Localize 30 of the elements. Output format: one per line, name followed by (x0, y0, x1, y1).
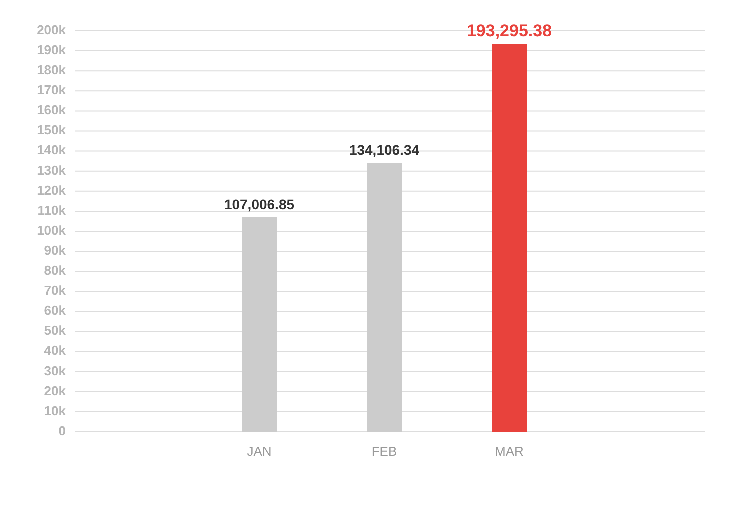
y-tick-label: 90k (44, 242, 67, 258)
y-tick-label: 50k (44, 323, 67, 338)
y-tick-label: 160k (37, 102, 67, 118)
data-label: 134,106.34 (349, 142, 420, 158)
bar (242, 217, 277, 432)
y-tick-label: 70k (44, 283, 67, 298)
y-tick-label: 190k (37, 42, 67, 58)
y-tick-label: 200k (37, 22, 67, 38)
y-tick-label: 180k (37, 62, 67, 78)
y-tick-label: 0 (58, 423, 66, 438)
bar (367, 163, 402, 432)
y-tick-label: 80k (44, 263, 67, 278)
y-tick-label: 60k (44, 303, 67, 318)
y-tick-label: 100k (37, 222, 67, 238)
data-label: 107,006.85 (224, 196, 295, 212)
y-tick-label: 40k (44, 343, 67, 358)
y-tick-label: 130k (37, 162, 67, 178)
y-tick-label: 30k (44, 363, 67, 378)
x-tick-label: JAN (247, 444, 272, 459)
x-tick-label: FEB (372, 444, 398, 459)
y-tick-label: 20k (44, 383, 67, 398)
data-label: 193,295.38 (466, 21, 552, 40)
x-tick-label: MAR (495, 444, 524, 459)
bar (492, 44, 527, 432)
y-tick-label: 140k (37, 142, 67, 158)
y-tick-label: 110k (38, 202, 67, 218)
y-tick-label: 10k (44, 403, 67, 418)
y-tick-label: 170k (37, 82, 67, 98)
y-tick-label: 120k (37, 182, 67, 198)
y-tick-label: 150k (37, 122, 67, 138)
